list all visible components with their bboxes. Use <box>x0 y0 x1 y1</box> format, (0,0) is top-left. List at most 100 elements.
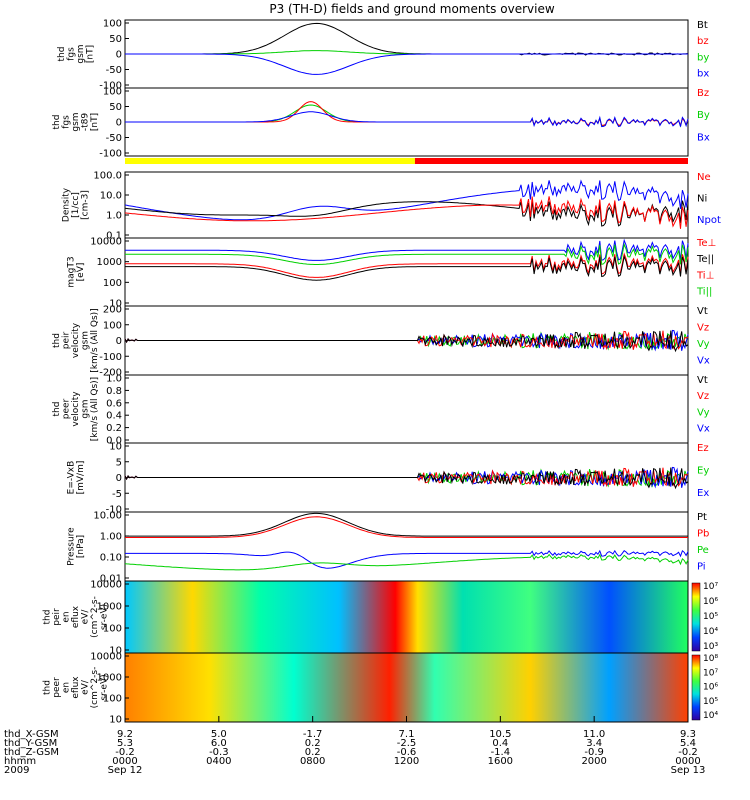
panel-3: 100.0 10.0 1.0 0.1 Density [1/cc] [cm-3] Ne Ni Np… <box>62 171 721 242</box>
y-tick-label: -100 <box>99 352 122 363</box>
y-tick-label: 100 <box>103 19 122 30</box>
y-axis-label: [mV/m] <box>76 461 86 495</box>
x-row-label: thd_Y-GSM <box>4 738 57 749</box>
x-row-label: 2009 <box>4 765 29 776</box>
y-tick-label: 0.01 <box>100 574 122 585</box>
mode-bar-yellow <box>125 158 415 164</box>
legend-entry: Bx <box>697 132 710 143</box>
x-tick-label: 0400 <box>206 756 231 767</box>
y-axis-label: en <box>62 611 72 622</box>
y-axis-label: velocity <box>71 391 81 427</box>
y-tick-label: -100 <box>99 149 122 160</box>
colorbar-label: 10⁸ <box>703 654 718 664</box>
y-axis-label: eflux <box>71 676 81 699</box>
y-tick-label: 50 <box>109 102 122 113</box>
y-axis-label: (cm^2-s- <box>90 596 100 638</box>
panel-8: 10.00 1.00 0.10 0.01 Pressure [nPa] Pt Pb Pe Pi <box>66 511 709 585</box>
x-axis-labels: thd_X-GSMthd_Y-GSMthd_Z-GSMhhmm20099.25.… <box>4 716 705 776</box>
x-tick-label: 2000 <box>581 756 606 767</box>
y-axis-label: fgs <box>66 47 76 61</box>
trace-npot <box>124 179 689 221</box>
legend-entry: Ez <box>697 443 709 454</box>
legend-entry: Pi <box>697 561 706 572</box>
x-tick-label: -0.2 <box>115 747 135 758</box>
trace-ni <box>124 200 689 227</box>
colorbar-label: 10⁶ <box>703 683 718 693</box>
y-tick-label: 1.0 <box>106 211 122 222</box>
y-axis-label: thd <box>52 333 62 348</box>
trace-bt <box>125 22 689 56</box>
trace-pi <box>125 549 689 569</box>
y-axis-label: en <box>62 682 72 693</box>
colorbar-label: 10⁶ <box>703 597 718 607</box>
legend-entry: Ne <box>697 172 711 183</box>
colorbar <box>691 582 701 652</box>
y-tick-label: 0.2 <box>106 423 122 434</box>
x-tick-label: 9.3 <box>680 729 696 740</box>
y-tick-label: 10 <box>109 646 122 657</box>
y-tick-label: 200 <box>103 305 122 316</box>
x-tick-label: -0.2 <box>678 747 698 758</box>
x-tick-label: 0.2 <box>305 738 321 749</box>
y-tick-label: -50 <box>106 65 122 76</box>
y-tick-label: 100.0 <box>93 171 122 182</box>
y-axis-label: gsm <box>76 44 86 63</box>
y-axis-label: peir <box>62 331 72 349</box>
y-tick-label: -100 <box>99 81 122 92</box>
y-tick-label: 10.00 <box>93 511 122 522</box>
y-axis-label: thd <box>43 610 53 625</box>
legend-entry: Te|| <box>696 254 714 265</box>
y-axis-label: gsm <box>81 331 91 350</box>
y-tick-label: 0.8 <box>106 386 122 397</box>
y-axis-label: -t89 <box>81 113 91 132</box>
x-tick-label: 7.1 <box>399 729 415 740</box>
legend-entry: Pb <box>697 528 709 539</box>
y-tick-label: 10000 <box>90 580 122 591</box>
x-tick-label: -0.3 <box>209 747 229 758</box>
y-axis-label: fgs <box>62 115 72 129</box>
y-tick-label: 100 <box>103 694 122 705</box>
trace-te-perp <box>125 252 689 278</box>
legend-entry: Vt <box>697 306 708 317</box>
trace-ti-perp <box>125 242 689 265</box>
y-tick-label: 100 <box>103 624 122 635</box>
mode-bar-red <box>414 158 688 164</box>
y-tick-label: 1000 <box>97 673 122 684</box>
chart-title: P3 (TH-D) fields and ground moments over… <box>269 2 554 16</box>
y-tick-label: 0 <box>116 473 122 484</box>
legend-entry: Ey <box>697 466 709 477</box>
trace-ti-par <box>125 238 689 261</box>
y-axis-label: thd <box>52 402 62 417</box>
y-axis-label: [1/cc] <box>71 192 81 218</box>
panel-frame <box>124 237 689 307</box>
x-tick-label: 3.4 <box>586 738 602 749</box>
trace-ne <box>124 196 689 229</box>
x-tick-label: 5.4 <box>680 738 696 749</box>
y-tick-label: 5 <box>116 457 122 468</box>
y-tick-label: 10000 <box>90 237 122 248</box>
y-tick-label: 10 <box>109 715 122 726</box>
y-axis-label: [nT] <box>85 45 95 63</box>
panel-5: 200 100 0 -100 -200 thd peir velocity gsm [km/s (… <box>52 305 710 379</box>
y-axis-label: eV/ <box>81 679 91 695</box>
y-tick-label: 0 <box>116 336 122 347</box>
y-axis-label: [km/s (All Qs)] <box>90 377 100 441</box>
panel-1: 100 50 0 -50 -100 thd fgs gsm [nT] Bt bz by bx <box>57 19 710 92</box>
y-axis-label: Density <box>62 187 72 222</box>
x-tick-label: 9.2 <box>117 729 133 740</box>
x-tick-label: 5.3 <box>117 738 133 749</box>
legend-entry: Vy <box>697 339 710 350</box>
x-row-label: hhmm <box>4 756 36 767</box>
y-tick-label: 1.0 <box>106 374 122 385</box>
y-axis-label: [cm-3] <box>81 190 91 220</box>
x-tick-label: 0000 <box>675 756 700 767</box>
trace-bx <box>125 53 688 75</box>
y-tick-label: 1000 <box>97 257 122 268</box>
y-tick-label: 10000 <box>90 652 122 663</box>
y-tick-label: 100 <box>103 278 122 289</box>
legend-entry: Bz <box>697 88 709 99</box>
y-axis-label: [nT] <box>90 113 100 131</box>
y-tick-label: 10 <box>109 299 122 310</box>
x-tick-label: 0.4 <box>492 738 508 749</box>
y-axis-label: eV/ <box>81 609 91 625</box>
